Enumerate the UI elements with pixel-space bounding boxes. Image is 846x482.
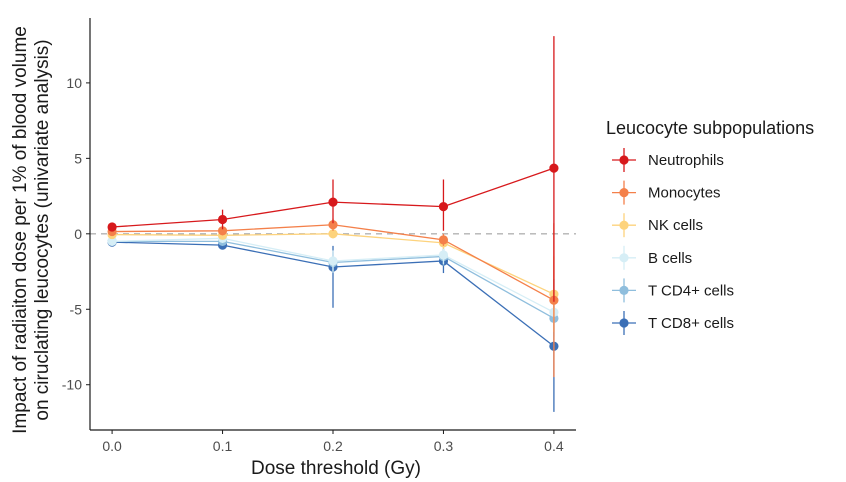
data-point-monocytes [438,235,449,245]
legend-label: Neutrophils [648,152,724,169]
legend: Leucocyte subpopulations Neutrophils Mono… [606,118,814,335]
legend-item-nk-cells: NK cells [612,213,703,238]
x-axis-title: Dose threshold (Gy) [251,458,421,479]
data-point-nk-cells [328,229,338,239]
tick-layer: 10 5 0 -5 -10 0.0 0.1 0.2 0.3 0.4 [62,75,564,454]
y-axis-title-line-2: on ciruclating leucocytes (univariate an… [32,39,53,420]
x-tick-label: 0.3 [434,438,454,454]
y-axis-title-line-1: Impact of radiaiton dose per 1% of blood… [10,26,31,434]
legend-title: Leucocyte subpopulations [606,118,814,138]
legend-key-point [619,285,629,295]
legend-key-point [619,155,629,165]
data-point-monocytes [217,226,228,236]
legend-label: NK cells [648,217,703,234]
x-tick-label: 0.4 [544,438,564,454]
data-point-neutrophils [549,163,559,173]
legend-item-b-cells: B cells [612,245,692,270]
legend-label: T CD8+ cells [648,315,734,332]
legend-item-t-cd4-cells: T CD4+ cells [612,278,734,303]
data-point-neutrophils [217,214,228,225]
legend-key-point [619,318,629,328]
data-point-neutrophils [328,197,338,207]
data-point-b-cells [438,250,449,260]
x-tick-label: 0.1 [213,438,233,454]
legend-item-monocytes: Monocytes [612,180,721,205]
legend-key-point [619,253,629,263]
data-point-monocytes [328,220,338,230]
x-tick-label: 0.2 [323,438,343,454]
data-point-b-cells [328,256,338,266]
x-tick-label: 0.0 [102,438,122,454]
data-point-neutrophils [107,222,117,232]
legend-label: Monocytes [648,185,721,202]
data-point-neutrophils [438,202,449,212]
y-tick-label: 10 [66,75,82,91]
legend-label: B cells [648,250,692,267]
data-point-b-cells [107,236,117,246]
legend-key-point [619,188,629,198]
legend-key-point [619,220,629,230]
y-tick-label: -5 [70,301,83,317]
series-neutrophils [107,36,559,302]
y-tick-label: -10 [62,377,82,393]
legend-item-neutrophils: Neutrophils [612,148,724,172]
y-tick-label: 0 [74,226,82,242]
series-layer [107,36,559,412]
y-tick-label: 5 [74,150,82,166]
legend-label: T CD4+ cells [648,282,734,299]
legend-item-t-cd8-cells: T CD8+ cells [612,311,734,335]
